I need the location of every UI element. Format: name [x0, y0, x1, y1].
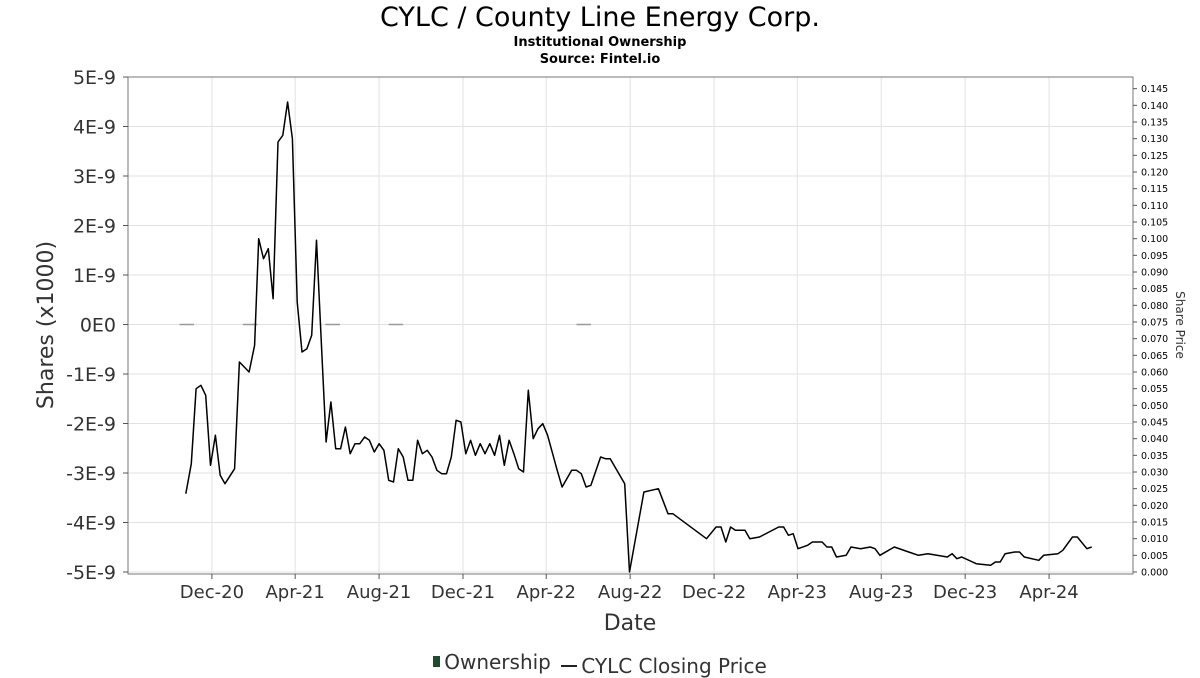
y-right-tick-label: 0.065 [1141, 351, 1168, 362]
x-tick-label: Dec-22 [682, 582, 746, 603]
y-right-tick-label: 0.120 [1141, 168, 1168, 179]
y-right-tick-label: 0.000 [1141, 568, 1168, 579]
y-left-tick-label: -2E-9 [66, 414, 116, 436]
y-right-tick-label: 0.145 [1141, 84, 1168, 95]
y-right-tick-label: 0.070 [1141, 334, 1168, 345]
y-left-tick-label: -4E-9 [66, 513, 116, 535]
x-tick-label: Aug-23 [849, 582, 914, 603]
y-right-tick-label: 0.110 [1141, 201, 1168, 212]
y-right-tick-label: 0.045 [1141, 418, 1168, 429]
y-axis-left-title: Shares (x1000) [34, 241, 59, 409]
y-left-tick-label: 2E-9 [73, 216, 116, 238]
x-tick-label: Dec-23 [933, 582, 997, 603]
legend: Ownership CYLC Closing Price [0, 648, 1200, 678]
y-right-tick-label: 0.040 [1141, 434, 1168, 445]
y-right-tick-label: 0.010 [1141, 534, 1168, 545]
y-right-tick-label: 0.135 [1141, 118, 1168, 129]
x-tick-label: Dec-21 [431, 582, 495, 603]
y-right-tick-label: 0.060 [1141, 368, 1168, 379]
y-left-tick-label: -1E-9 [66, 364, 116, 386]
grid [128, 76, 1133, 574]
x-tick-label: Apr-23 [768, 582, 827, 603]
chart-subtitle-1: Institutional Ownership [513, 35, 687, 50]
y-right-tick-label: 0.005 [1141, 551, 1168, 562]
y-right-tick-label: 0.080 [1141, 301, 1168, 312]
x-tick-label: Apr-24 [1019, 582, 1078, 603]
y-left-tick-label: 4E-9 [73, 117, 116, 139]
y-right-tick-label: 0.115 [1141, 184, 1168, 195]
y-left-tick-label: 1E-9 [73, 265, 116, 287]
y-right-tick-label: 0.125 [1141, 151, 1168, 162]
y-left-tick-label: 0E0 [80, 315, 116, 337]
chart-title: CYLC / County Line Energy Corp. [380, 2, 820, 33]
y-right-tick-label: 0.035 [1141, 451, 1168, 462]
x-tick-label: Apr-21 [265, 582, 324, 603]
x-tick-label: Aug-21 [347, 582, 412, 603]
chart-subtitle-2: Source: Fintel.io [539, 52, 661, 67]
y-left-tick-label: -3E-9 [66, 463, 116, 485]
y-axis-right: 0.145 0.140 0.135 0.130 0.125 0.120 0.115 0.110… [1133, 84, 1168, 579]
y-right-tick-label: 0.025 [1141, 484, 1168, 495]
legend-label-ownership: Ownership [444, 649, 551, 674]
y-axis-left: 5E-9 4E-9 3E-9 2E-9 1E-9 0E0 -1E-9 -2E-9 -3E-9 -4… [66, 67, 128, 584]
y-right-tick-label: 0.095 [1141, 251, 1168, 262]
x-axis: Dec-20 Apr-21 Aug-21 Dec-21 Apr-22 Aug-22 Dec-… [180, 574, 1079, 603]
x-tick-label: Aug-22 [598, 582, 663, 603]
y-left-tick-label: -5E-9 [66, 562, 116, 584]
ownership-swatch-icon [433, 656, 441, 667]
y-right-tick-label: 0.030 [1141, 468, 1168, 479]
y-right-tick-label: 0.130 [1141, 134, 1168, 145]
y-right-tick-label: 0.100 [1141, 234, 1168, 245]
x-tick-label: Dec-20 [180, 582, 244, 603]
price-line-swatch-icon [561, 665, 578, 667]
y-right-tick-label: 0.075 [1141, 318, 1168, 329]
y-left-tick-label: 5E-9 [73, 67, 116, 89]
x-axis-title: Date [604, 611, 657, 636]
x-tick-label: Apr-22 [517, 582, 576, 603]
legend-label-price: CYLC Closing Price [581, 654, 767, 678]
y-axis-right-title: Share Price [1173, 291, 1187, 359]
y-right-tick-label: 0.105 [1141, 218, 1168, 229]
y-right-tick-label: 0.015 [1141, 518, 1168, 529]
y-right-tick-label: 0.140 [1141, 101, 1168, 112]
y-left-tick-label: 3E-9 [73, 166, 116, 188]
y-right-tick-label: 0.020 [1141, 501, 1168, 512]
legend-item-price[interactable]: CYLC Closing Price [561, 654, 767, 678]
y-right-tick-label: 0.085 [1141, 284, 1168, 295]
y-right-tick-label: 0.055 [1141, 384, 1168, 395]
y-right-tick-label: 0.090 [1141, 268, 1168, 279]
price-series-line [185, 101, 1092, 573]
legend-item-ownership[interactable]: Ownership [433, 650, 551, 674]
y-right-tick-label: 0.050 [1141, 401, 1168, 412]
